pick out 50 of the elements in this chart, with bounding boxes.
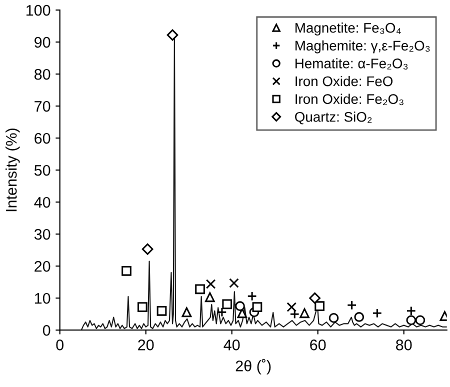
x-tick-label: 60 xyxy=(310,340,326,350)
point xyxy=(222,299,232,310)
point xyxy=(354,312,364,322)
y-tick-label: 50 xyxy=(34,164,50,176)
legend-label: Quartz: SiO₂ xyxy=(295,112,372,124)
point xyxy=(142,243,154,255)
x-axis-title: 2θ (˚) xyxy=(236,358,271,374)
y-tick-label: 100 xyxy=(26,4,50,16)
y-tick-label: 40 xyxy=(34,196,50,208)
y-tick-label: 60 xyxy=(34,132,50,144)
point xyxy=(182,307,192,318)
x-tick-label: 40 xyxy=(224,340,240,350)
point xyxy=(300,308,310,318)
point xyxy=(235,301,245,312)
point xyxy=(166,29,178,41)
point xyxy=(156,306,167,316)
y-tick-label: 90 xyxy=(34,36,50,48)
point xyxy=(247,291,257,302)
y-axis-title: Intensity (%) xyxy=(6,128,20,212)
y-tick-label: 80 xyxy=(34,68,50,80)
point xyxy=(406,306,416,316)
point xyxy=(328,313,339,323)
point xyxy=(415,315,426,326)
legend-label: Iron Oxide: FeO xyxy=(296,76,393,86)
point xyxy=(137,302,148,312)
legend-label: Hematite: α-Fe₂O₃ xyxy=(296,58,408,70)
y-tick-label: 70 xyxy=(34,100,50,112)
point xyxy=(309,292,321,304)
point xyxy=(195,284,205,294)
point xyxy=(204,292,215,302)
point xyxy=(122,266,132,276)
x-tick-label: 20 xyxy=(138,340,154,350)
point xyxy=(346,300,357,310)
legend-label: Iron Oxide: Fe₂O₃ xyxy=(296,94,404,106)
point xyxy=(406,315,416,326)
x-tick-label: 80 xyxy=(396,340,412,350)
point xyxy=(229,278,239,288)
legend-label: Magnetite: Fe₃O₄ xyxy=(296,22,401,36)
point xyxy=(372,308,382,318)
x-tick-label: 0 xyxy=(56,340,64,350)
legend-label: Maghemite: γ,ε-Fe₂O₃ xyxy=(296,40,430,54)
point xyxy=(206,279,216,289)
point xyxy=(237,308,248,318)
point xyxy=(314,301,324,312)
y-tick-label: 20 xyxy=(34,260,50,272)
y-tick-label: 0 xyxy=(42,324,50,336)
y-tick-label: 10 xyxy=(34,292,50,304)
y-tick-label: 30 xyxy=(34,228,50,240)
point xyxy=(252,302,262,312)
point xyxy=(217,307,227,318)
